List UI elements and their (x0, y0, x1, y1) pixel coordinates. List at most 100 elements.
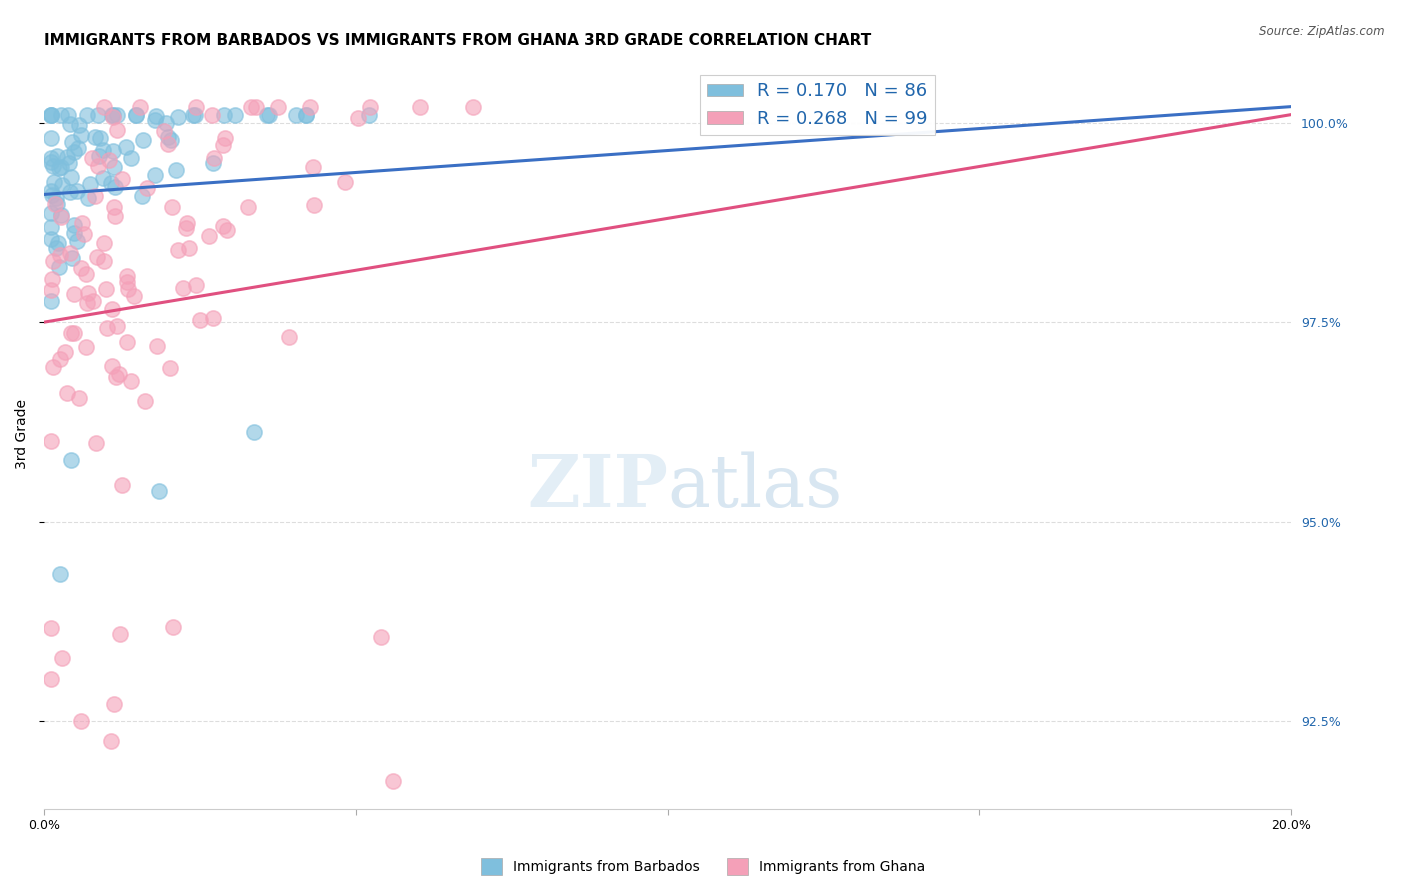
Point (67, 391, 90, 405)
Point (103, 697, 125, 711)
Point (39, 107, 62, 121)
Point (108, 627, 131, 641)
Point (69, 714, 91, 729)
Point (167, 110, 190, 124)
Point (214, 130, 236, 145)
Text: atlas: atlas (668, 451, 844, 522)
Point (62, 286, 84, 301)
Point (73, 227, 96, 242)
Point (224, 107, 246, 121)
Point (51, 178, 73, 193)
Point (212, 219, 235, 233)
Point (77, 286, 100, 301)
Point (84, 436, 107, 450)
Point (42, 159, 65, 173)
Point (84, 188, 107, 202)
Point (240, 100, 263, 114)
Point (67, 141, 90, 155)
Point (93, 254, 115, 268)
Point (60, 252, 83, 266)
Point (39, 130, 62, 145)
Text: IMMIGRANTS FROM BARBADOS VS IMMIGRANTS FROM GHANA 3RD GRADE CORRELATION CHART: IMMIGRANTS FROM BARBADOS VS IMMIGRANTS F… (44, 33, 872, 48)
Point (176, 216, 198, 230)
Point (98, 153, 121, 168)
Point (55, 150, 77, 164)
Point (347, 111, 370, 125)
Legend: R = 0.170   N = 86, R = 0.268   N = 99: R = 0.170 N = 86, R = 0.268 N = 99 (700, 75, 935, 135)
Point (101, 301, 124, 316)
Point (79, 178, 101, 192)
Point (103, 161, 125, 175)
Point (76, 107, 98, 121)
Point (41, 188, 63, 202)
Point (370, 630, 392, 644)
Point (115, 335, 138, 350)
Point (285, 107, 308, 121)
Point (49, 210, 72, 224)
Point (44, 197, 66, 211)
Point (59, 117, 82, 131)
Point (60, 453, 83, 467)
Point (63, 326, 86, 340)
Point (104, 180, 127, 194)
Point (87, 107, 110, 121)
Point (48, 161, 70, 175)
Point (461, 100, 484, 114)
Point (382, 774, 405, 789)
Point (39, 673, 62, 687)
Point (39, 294, 62, 309)
Point (76, 296, 98, 310)
Point (111, 172, 134, 186)
Point (39, 107, 62, 121)
Point (39, 621, 62, 635)
Point (104, 209, 127, 223)
Point (41, 272, 63, 286)
Point (93, 235, 115, 250)
Point (132, 133, 155, 147)
Point (44, 191, 66, 205)
Point (101, 107, 124, 121)
Point (58, 156, 80, 170)
Point (76, 191, 98, 205)
Point (70, 128, 93, 142)
Point (103, 200, 125, 214)
Point (302, 198, 325, 212)
Point (49, 208, 72, 222)
Legend: Immigrants from Barbados, Immigrants from Ghana: Immigrants from Barbados, Immigrants fro… (475, 853, 931, 880)
Point (67, 118, 90, 132)
Point (93, 144, 115, 158)
Point (294, 107, 316, 121)
Point (51, 650, 73, 665)
Point (105, 107, 128, 121)
Point (63, 218, 86, 232)
Point (101, 359, 124, 374)
Point (201, 108, 224, 122)
Point (75, 267, 97, 281)
Point (256, 107, 278, 121)
Point (153, 124, 176, 138)
Point (238, 200, 260, 214)
Point (94, 282, 117, 296)
Point (197, 229, 219, 244)
Point (100, 177, 122, 191)
Point (117, 269, 139, 284)
Point (299, 100, 322, 114)
Point (184, 277, 207, 292)
Point (157, 136, 180, 151)
Point (105, 123, 128, 137)
Point (201, 155, 224, 169)
Point (245, 100, 267, 114)
Point (188, 313, 211, 327)
Point (75, 340, 97, 354)
Point (42, 359, 65, 374)
Point (66, 185, 89, 199)
Point (184, 107, 207, 121)
Point (167, 243, 190, 257)
Point (80, 152, 103, 166)
Point (101, 144, 124, 158)
Point (131, 188, 153, 202)
Point (45, 241, 67, 255)
Text: Source: ZipAtlas.com: Source: ZipAtlas.com (1260, 25, 1385, 38)
Point (111, 478, 134, 492)
Point (48, 260, 70, 275)
